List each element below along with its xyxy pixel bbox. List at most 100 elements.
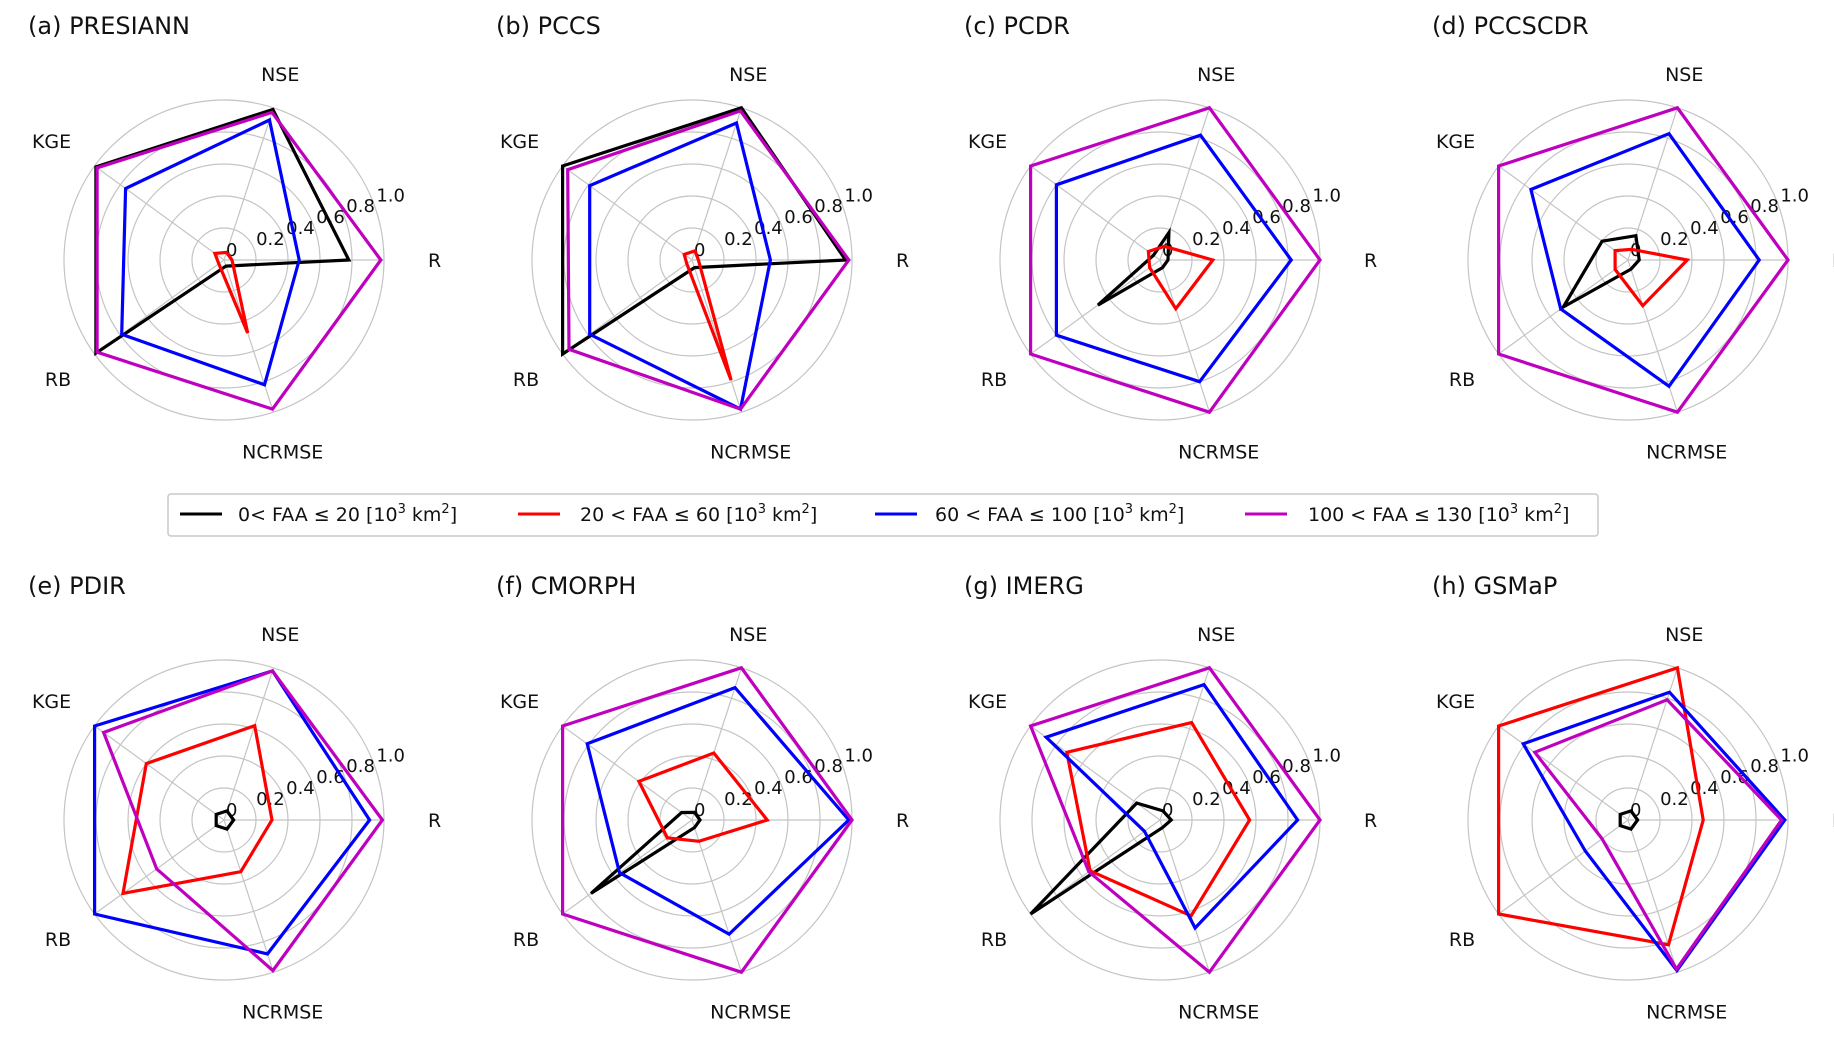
panel-title: (a) PRESIANN	[28, 12, 190, 40]
legend-label-60-100: 60 < FAA ≤ 100 [103 km2]	[935, 502, 1184, 526]
spoke-rb	[94, 819, 225, 915]
axis-label-ncrmse: NCRMSE	[1178, 442, 1259, 464]
series-polygon-100-faa-130	[560, 665, 854, 975]
spoke-nse	[1159, 667, 1211, 821]
axis-label-nse: NSE	[1665, 624, 1703, 646]
axis-label-kge: KGE	[968, 131, 1007, 153]
spoke-kge	[562, 165, 693, 261]
radial-tick-label: 0.8	[1750, 196, 1779, 217]
series-polygon-0-faa-20	[1096, 227, 1171, 307]
series-polygon-0-faa-20	[214, 809, 236, 831]
panel-title: (b) PCCS	[496, 12, 601, 40]
radial-tick-label: 0	[694, 240, 705, 261]
radial-tick-label: 0	[1162, 800, 1173, 821]
legend-label-0-20: 0< FAA ≤ 20 [103 km2]	[238, 502, 457, 526]
axis-label-kge: KGE	[1436, 131, 1475, 153]
radial-tick-label: 0.8	[1750, 756, 1779, 777]
legend-entry-20-60: 20 < FAA ≤ 60 [103 km2]	[518, 502, 817, 526]
axis-label-nse: NSE	[261, 624, 299, 646]
axis-label-nse: NSE	[261, 64, 299, 86]
series-polygon-60-faa-100	[120, 117, 301, 387]
radial-tick-label: 0	[694, 800, 705, 821]
axis-label-r: R	[1364, 250, 1377, 272]
radar-panel-f-cmorph: (f) CMORPH 0 0.20.40.60.81.0 R NSE KGE RB NCRMS…	[496, 572, 909, 1024]
radar-panels: (a) PRESIANN00.20.40.60.81.0RNSEKGERBNCR…	[28, 12, 1834, 1024]
radial-tick-label: 1.0	[1312, 745, 1341, 766]
series-polygon-100-faa-130	[1028, 665, 1322, 975]
series-polygon-0-faa-20	[1618, 809, 1640, 831]
series-polygon-20-faa-60	[1146, 244, 1216, 312]
radial-tick-label: 1.0	[844, 185, 873, 206]
axis-label-r: R	[1832, 810, 1834, 832]
axis-label-kge: KGE	[968, 691, 1007, 713]
series-polygon-0-faa-20	[589, 810, 702, 895]
radial-tick-label: 0.2	[724, 229, 753, 250]
radar-panel-d-pccscdr: (d) PCCSCDR00.20.40.60.81.0RNSEKGERBNCRM…	[1432, 12, 1834, 464]
radial-tick-label: 0.2	[1192, 789, 1221, 810]
legend: 0< FAA ≤ 20 [103 km2] 20 < FAA ≤ 60 [103…	[167, 493, 1599, 537]
axis-label-kge: KGE	[32, 691, 71, 713]
axis-label-r: R	[428, 250, 441, 272]
radial-tick-label: 0.6	[1252, 207, 1281, 228]
series-polygon-100-faa-130	[95, 110, 383, 411]
radial-tick-label: 0.6	[784, 767, 813, 788]
axis-label-rb: RB	[45, 929, 71, 951]
axis-label-rb: RB	[981, 929, 1007, 951]
radial-tick-label: 1.0	[1312, 185, 1341, 206]
spoke-kge	[94, 165, 225, 261]
radial-tick-label: 0.2	[256, 789, 285, 810]
legend-label-20-60: 20 < FAA ≤ 60 [103 km2]	[580, 502, 817, 526]
spoke-ncrmse	[1159, 259, 1211, 413]
spoke-nse	[691, 107, 743, 261]
axis-label-ncrmse: NCRMSE	[242, 1002, 323, 1024]
axis-label-ncrmse: NCRMSE	[710, 1002, 791, 1024]
radial-tick-label: 0.2	[1660, 789, 1689, 810]
radial-tick-label: 0.8	[814, 756, 843, 777]
radial-tick-label: 1.0	[1780, 745, 1809, 766]
radial-tick-label: 0.4	[286, 778, 315, 799]
spoke-kge	[94, 725, 225, 821]
axis-label-ncrmse: NCRMSE	[1646, 442, 1727, 464]
series-polygon-100-faa-130	[101, 668, 385, 973]
axis-label-nse: NSE	[729, 624, 767, 646]
axis-label-ncrmse: NCRMSE	[1646, 1002, 1727, 1024]
axis-label-ncrmse: NCRMSE	[242, 442, 323, 464]
spoke-nse	[223, 107, 275, 261]
radial-tick-label: 0.8	[346, 756, 375, 777]
radial-tick-label: 0.4	[754, 218, 783, 239]
spoke-kge	[1498, 725, 1629, 821]
axis-label-r: R	[428, 810, 441, 832]
series-polygon-100-faa-130	[566, 109, 851, 412]
series-polygon-60-faa-100	[585, 685, 852, 937]
series-polygon-20-faa-60	[682, 248, 733, 381]
spoke-kge	[1030, 165, 1161, 261]
series-polygon-20-faa-60	[636, 751, 770, 843]
axis-label-nse: NSE	[729, 64, 767, 86]
spoke-ncrmse	[223, 819, 275, 973]
axis-label-kge: KGE	[500, 131, 539, 153]
series-polygon-20-faa-60	[121, 723, 274, 896]
axis-label-rb: RB	[513, 929, 539, 951]
panel-title: (h) GSMaP	[1432, 572, 1557, 600]
series-polygon-60-faa-100	[588, 120, 773, 412]
radial-tick-label: 0.4	[1222, 218, 1251, 239]
spoke-ncrmse	[691, 259, 743, 413]
radial-tick-label: 1.0	[376, 185, 405, 206]
axis-label-nse: NSE	[1665, 64, 1703, 86]
radial-tick-label: 0.2	[256, 229, 285, 250]
series-polygon-0-faa-20	[560, 105, 849, 357]
spoke-rb	[1498, 819, 1629, 915]
radial-tick-label: 0.4	[1690, 218, 1719, 239]
panel-title: (e) PDIR	[28, 572, 126, 600]
axis-label-rb: RB	[45, 369, 71, 391]
legend-entry-0-20: 0< FAA ≤ 20 [103 km2]	[180, 502, 457, 526]
radial-tick-label: 0.8	[1282, 756, 1311, 777]
spoke-ncrmse	[223, 259, 275, 413]
series-polygon-20-faa-60	[1496, 665, 1705, 947]
series-polygon-0-faa-20	[1558, 233, 1641, 312]
axis-label-rb: RB	[513, 369, 539, 391]
series-polygon-100-faa-130	[1028, 105, 1322, 415]
